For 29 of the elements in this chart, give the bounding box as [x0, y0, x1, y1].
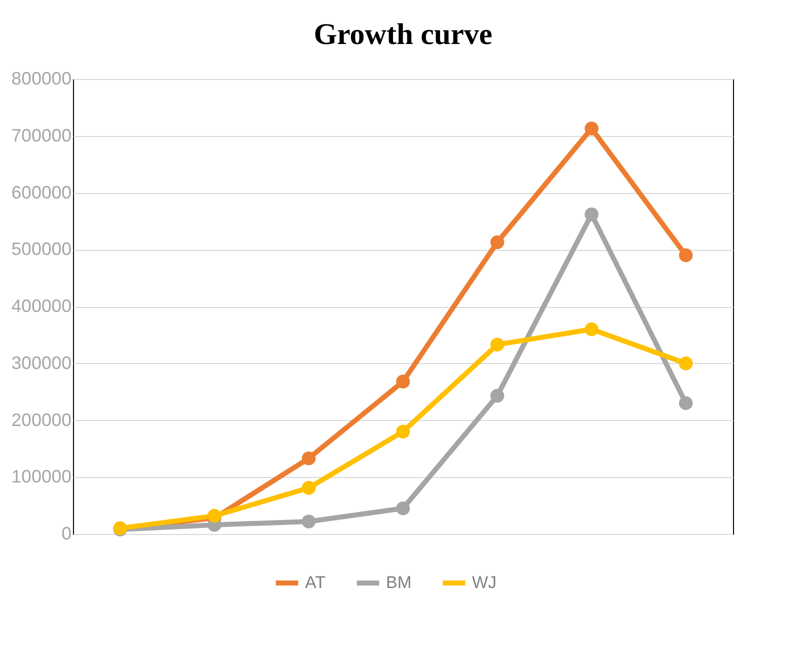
- y-tick-label: 400000: [11, 296, 72, 316]
- point: [490, 235, 504, 250]
- point: [678, 356, 693, 370]
- point: [584, 207, 598, 222]
- point: [302, 481, 316, 495]
- point: [302, 451, 316, 466]
- chart-title: Growth curve: [314, 18, 492, 51]
- point: [396, 424, 410, 439]
- point: [208, 508, 222, 523]
- y-tick-label: 300000: [11, 352, 72, 373]
- point: [302, 514, 316, 528]
- point: [678, 248, 693, 262]
- y-tick-label: 800000: [11, 68, 72, 88]
- point: [396, 502, 410, 516]
- y-tick-label: 500000: [11, 239, 72, 260]
- point: [396, 374, 410, 388]
- point: [490, 388, 504, 403]
- point: [584, 322, 598, 336]
- legend-label: WJ: [472, 573, 497, 592]
- point: [678, 396, 693, 410]
- y-tick-label: 100000: [11, 466, 72, 487]
- point: [584, 122, 598, 136]
- legend-label: AT: [305, 573, 326, 592]
- point: [490, 338, 504, 352]
- y-tick-label: 700000: [11, 125, 72, 146]
- y-tick-label: 200000: [11, 410, 72, 430]
- y-tick-label: 0: [61, 524, 72, 544]
- y-tick-label: 600000: [11, 182, 72, 202]
- legend-label: BM: [386, 573, 412, 592]
